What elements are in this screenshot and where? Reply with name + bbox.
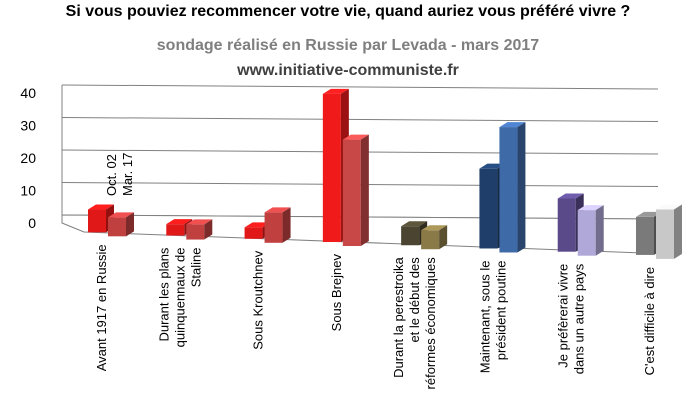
bar-series2-side <box>674 204 682 259</box>
chart-source: www.initiative-communiste.fr <box>237 62 459 79</box>
y-tick-label: 40 <box>20 85 36 101</box>
y-tick-label: 30 <box>20 118 36 134</box>
x-tick-label-line: C'est difficile à dire <box>642 267 657 375</box>
x-tick-label-line: Sous Kroutchnev <box>251 250 266 350</box>
bar-series1-top <box>479 163 506 169</box>
y-tick-label: 10 <box>20 183 36 199</box>
bar-series2-top <box>186 219 213 225</box>
bar-series2-top <box>108 212 134 218</box>
bar-series1 <box>166 224 185 236</box>
bar-series2-top <box>421 225 448 231</box>
bar-series2-top <box>656 204 682 210</box>
bar-series2-side <box>282 207 291 243</box>
x-tick-label-line: dans un autre pays <box>572 263 587 374</box>
bar-series2-top <box>342 134 369 140</box>
x-tick-label-line: Maintenant, sous le <box>477 260 492 373</box>
bar-series1 <box>244 227 263 239</box>
x-tick-label-line: Durant la perestroika <box>391 256 406 377</box>
x-tick-label-line: Durant les plans <box>156 247 171 341</box>
bar-series2 <box>421 230 440 250</box>
bar-series2 <box>186 224 205 240</box>
series-label-1: Oct. 02 <box>104 154 119 196</box>
bar-series2 <box>656 209 674 259</box>
chart-title: Si vous pouviez recommencer votre vie, q… <box>65 3 631 20</box>
x-tick-label-line: Avant 1917 en Russie <box>94 244 109 371</box>
x-tick-label: Durant les plans quinquennaux de Staline <box>156 247 203 347</box>
bar-series1 <box>322 93 341 243</box>
bar-series1-top <box>557 193 584 199</box>
x-tick-label-line: et le début des <box>407 257 422 343</box>
bar-series1 <box>479 168 498 249</box>
bar-series2-side <box>360 134 369 247</box>
x-tick-label: C'est difficile à dire <box>642 267 657 375</box>
bar-series1-top <box>636 211 662 217</box>
bar-series2 <box>577 210 596 256</box>
bar-series2 <box>264 212 283 243</box>
bar-series1-top <box>166 219 193 225</box>
bar-series1 <box>636 216 654 255</box>
x-tick-label: Avant 1917 en Russie <box>94 244 109 371</box>
x-tick-label-line: réformes économiques <box>423 257 438 390</box>
x-tick-label-line: quinquennaux de <box>172 248 187 348</box>
x-tick-label: Maintenant, sous le président poutine <box>477 260 508 373</box>
bar-series2-side <box>204 219 213 240</box>
bar-series2-top <box>264 207 291 213</box>
bar-series1 <box>401 226 420 246</box>
series-label-2: Mar. 17 <box>120 153 135 196</box>
bar-series2 <box>499 127 518 253</box>
bar-series2-top <box>499 122 526 128</box>
bar-series2-side <box>595 205 604 256</box>
y-tick-label: 20 <box>20 150 36 166</box>
x-tick-label-line: président poutine <box>493 260 508 360</box>
y-tick-label: 0 <box>28 215 36 231</box>
x-tick-label: Sous Kroutchnev <box>251 250 266 350</box>
x-tick-label-line: Staline <box>188 248 203 288</box>
bar-series2-side <box>439 225 448 250</box>
bar-series1 <box>88 209 106 233</box>
chart-subtitle: sondage réalisé en Russie par Levada - m… <box>156 37 540 54</box>
x-tick-label: Sous Brejnev <box>329 254 344 332</box>
gridline <box>61 117 659 122</box>
bar-series1-top <box>244 222 271 228</box>
bar-series1-top <box>322 88 349 94</box>
bar-series2-side <box>517 122 526 253</box>
gridline <box>61 84 659 90</box>
bar-series2 <box>342 139 361 247</box>
bar-series2 <box>108 217 126 237</box>
bar-series1 <box>557 198 576 252</box>
bar-series2-top <box>577 205 604 211</box>
x-tick-label: Je préfèrerai vivre dans un autre pays <box>556 263 587 374</box>
bar-series2-side <box>126 212 134 237</box>
bar-series1-top <box>401 221 428 227</box>
x-tick-label-line: Sous Brejnev <box>329 254 344 332</box>
x-tick-label-line: Je préfèrerai vivre <box>556 264 571 368</box>
x-tick-label: Durant la perestroika et le début des réfo… <box>391 256 438 389</box>
bar-series1-top <box>88 204 114 210</box>
